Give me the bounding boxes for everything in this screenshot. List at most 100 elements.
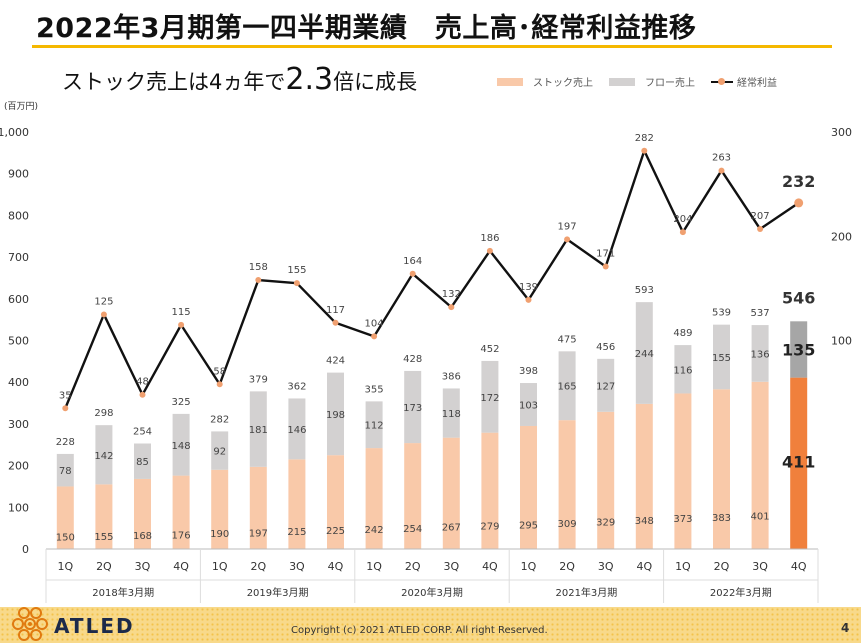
x-axis-tick-label: 4Q (173, 560, 189, 573)
profit-value-label: 171 (596, 248, 615, 259)
subtitle-prefix: ストック売上は4ヵ年で (62, 70, 286, 94)
legend-swatch-profit (711, 77, 733, 87)
legend-item-stock: ストック売上 (497, 74, 593, 89)
bar-total-value-label: 379 (249, 374, 268, 385)
bar-flow-value-label: 173 (403, 403, 422, 414)
bar-flow (597, 358, 615, 412)
bar-stock (95, 484, 113, 549)
bar-stock (172, 475, 190, 549)
profit-value-label: 155 (287, 265, 306, 276)
bar-flow-value-label: 136 (751, 349, 770, 360)
bar-stock-value-label: 176 (172, 530, 191, 541)
bar-stock (211, 469, 229, 549)
bar-total-value-label: 228 (56, 437, 75, 448)
left-axis-tick-label: 400 (8, 376, 29, 389)
bar-total-value-label: 537 (751, 308, 770, 319)
profit-value-label: 139 (519, 282, 538, 293)
profit-value-label: 232 (782, 172, 815, 191)
bar-flow (558, 351, 576, 421)
bar-flow-value-label: 92 (213, 447, 226, 458)
legend-item-flow: フロー売上 (609, 74, 695, 89)
x-axis-tick-label: 4Q (636, 560, 652, 573)
profit-value-label: 164 (403, 256, 422, 267)
left-axis-tick-label: 300 (8, 418, 29, 431)
bar-flow-value-label: 118 (442, 409, 461, 420)
x-axis-group-label: 2021年3月期 (555, 586, 617, 599)
bar-total-value-label: 593 (635, 285, 654, 296)
bar-total-value-label: 424 (326, 356, 345, 367)
bar-flow (56, 453, 74, 487)
bar-stock-value-label: 242 (365, 525, 384, 536)
profit-marker (255, 277, 262, 284)
bar-stock-value-label: 411 (782, 453, 815, 472)
bar-flow (674, 345, 692, 394)
bar-flow-value-label: 116 (673, 365, 692, 376)
profit-marker (62, 405, 69, 412)
x-axis-group-label: 2020年3月期 (401, 586, 463, 599)
bar-total-value-label: 386 (442, 371, 461, 382)
bar-flow (172, 413, 190, 476)
atled-logo-icon (12, 607, 48, 641)
page-number: 4 (841, 621, 850, 635)
profit-marker (178, 321, 185, 328)
profit-marker (293, 280, 300, 287)
bar-total-value-label: 456 (596, 342, 615, 353)
bar-stock (288, 459, 306, 549)
left-axis-tick-label: 700 (8, 251, 29, 264)
profit-value-label: 263 (712, 153, 731, 164)
x-axis-tick-label: 3Q (598, 560, 614, 573)
x-axis-tick-label: 2Q (405, 560, 421, 573)
bar-flow-value-label: 165 (558, 382, 577, 393)
x-axis-tick-label: 2Q (714, 560, 730, 573)
left-axis-tick-label: 0 (22, 543, 29, 556)
left-axis-tick-label: 200 (8, 460, 29, 473)
chart-legend: ストック売上 フロー売上 経常利益 (497, 74, 793, 89)
bar-total-value-label: 539 (712, 308, 731, 319)
subtitle: ストック売上は4ヵ年で2.3倍に成長 (62, 62, 417, 97)
bar-flow (404, 370, 422, 444)
legend-item-profit: 経常利益 (711, 74, 777, 89)
x-axis-group-label: 2019年3月期 (247, 586, 309, 599)
profit-marker (718, 167, 725, 174)
bar-flow-value-label: 135 (782, 340, 815, 359)
profit-value-label: 117 (326, 305, 345, 316)
profit-marker (641, 147, 648, 154)
bar-stock (597, 411, 615, 549)
profit-marker (525, 296, 532, 303)
bar-stock-value-label: 329 (596, 518, 615, 529)
bar-flow-value-label: 172 (480, 393, 499, 404)
bar-flow (249, 391, 267, 467)
legend-label-flow: フロー売上 (645, 78, 695, 89)
bar-stock-value-label: 401 (751, 512, 770, 523)
x-axis-tick-label: 1Q (675, 560, 691, 573)
bar-total-value-label: 546 (782, 288, 815, 307)
legend-swatch-stock (497, 77, 523, 86)
bar-flow (288, 398, 306, 460)
profit-marker (409, 270, 416, 277)
profit-marker (100, 311, 107, 318)
x-axis-tick-label: 1Q (521, 560, 537, 573)
profit-value-label: 125 (94, 296, 113, 307)
bar-stock-value-label: 295 (519, 520, 538, 531)
bar-stock-value-label: 168 (133, 531, 152, 542)
profit-marker (448, 304, 455, 311)
bar-stock-value-label: 279 (480, 522, 499, 533)
profit-marker (139, 391, 146, 398)
bar-stock (751, 381, 769, 549)
legend-swatch-flow (609, 77, 635, 86)
legend-label-stock: ストック売上 (533, 78, 593, 89)
bar-flow-value-label: 85 (136, 457, 149, 468)
profit-value-label: 207 (751, 211, 770, 222)
x-axis-tick-label: 3Q (443, 560, 459, 573)
x-axis-tick-label: 1Q (212, 560, 228, 573)
sales-profit-chart: 0 100 200 300 400 500 600 700 800 900 1,000 100 200 3… (0, 126, 852, 603)
bar-stock (558, 420, 576, 549)
bar-stock-value-label: 190 (210, 529, 229, 540)
bar-flow (442, 388, 460, 438)
bar-stock-value-label: 215 (287, 527, 306, 538)
legend-label-profit: 経常利益 (737, 78, 777, 89)
right-axis-tick-label: 300 (831, 126, 852, 139)
profit-marker (564, 236, 571, 243)
profit-marker (216, 381, 223, 388)
right-axis-tick-label: 100 (831, 335, 852, 348)
